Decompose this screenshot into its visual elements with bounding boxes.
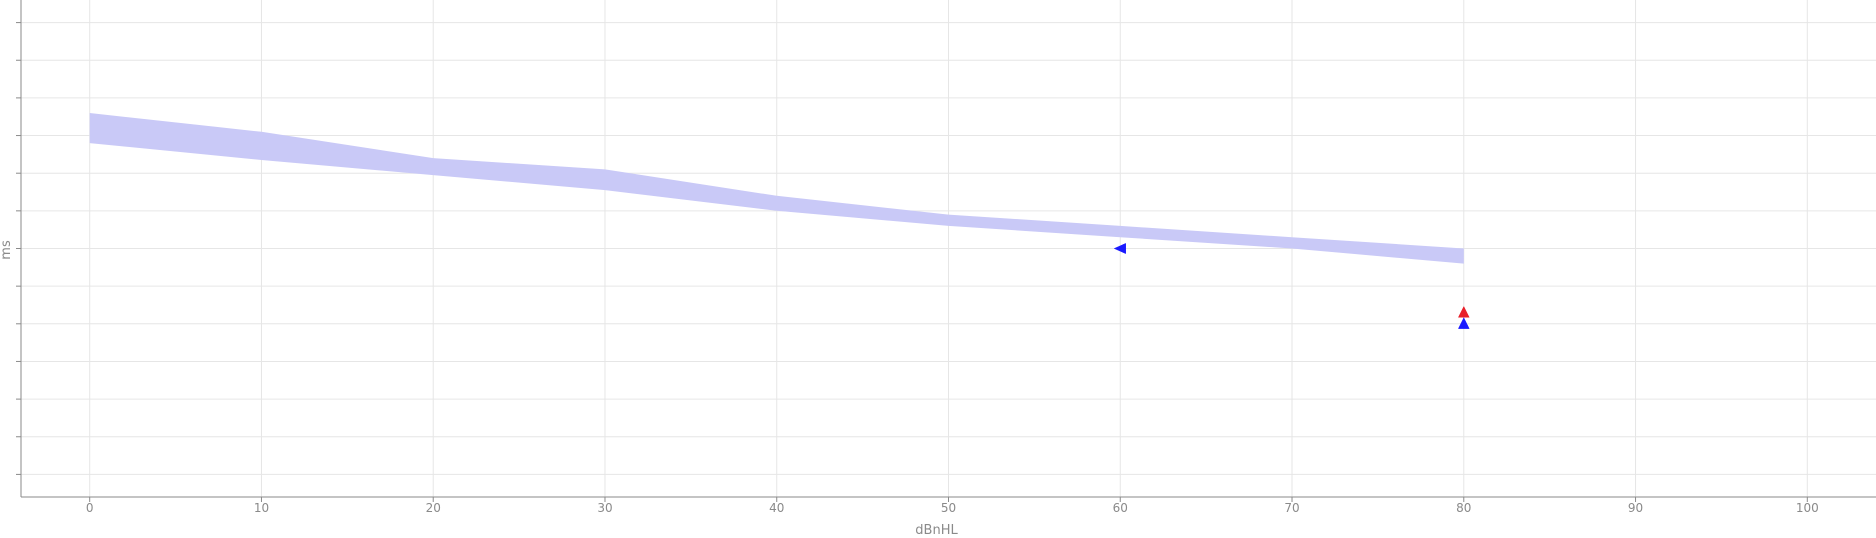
y-axis-title: ms [0, 240, 14, 260]
normative-band-layer [89, 113, 1464, 264]
blue-triangle-left-marker [1113, 243, 1126, 254]
blue-triangle-up-marker [1457, 317, 1470, 329]
x-tick-label: 50 [941, 501, 956, 515]
x-tick-label: 0 [86, 501, 94, 515]
x-tick-label: 80 [1456, 501, 1471, 515]
normative-band [89, 113, 1464, 264]
x-tick-label: 10 [254, 501, 269, 515]
x-tick-label: 90 [1628, 501, 1643, 515]
x-tick-label: 20 [426, 501, 441, 515]
marker-layer [1113, 243, 1470, 329]
x-axis-title: dBnHL [915, 523, 958, 538]
grid [21, 0, 1876, 497]
axes: 0 10 20 30 40 50 60 70 80 90 100 [16, 0, 1876, 515]
x-tick-label: 70 [1284, 501, 1299, 515]
x-tick-label: 100 [1796, 501, 1819, 515]
x-tick-label: 30 [597, 501, 612, 515]
red-triangle-up-marker [1457, 305, 1470, 318]
x-tick-label: 60 [1113, 501, 1128, 515]
x-tick-label: 40 [769, 501, 784, 515]
